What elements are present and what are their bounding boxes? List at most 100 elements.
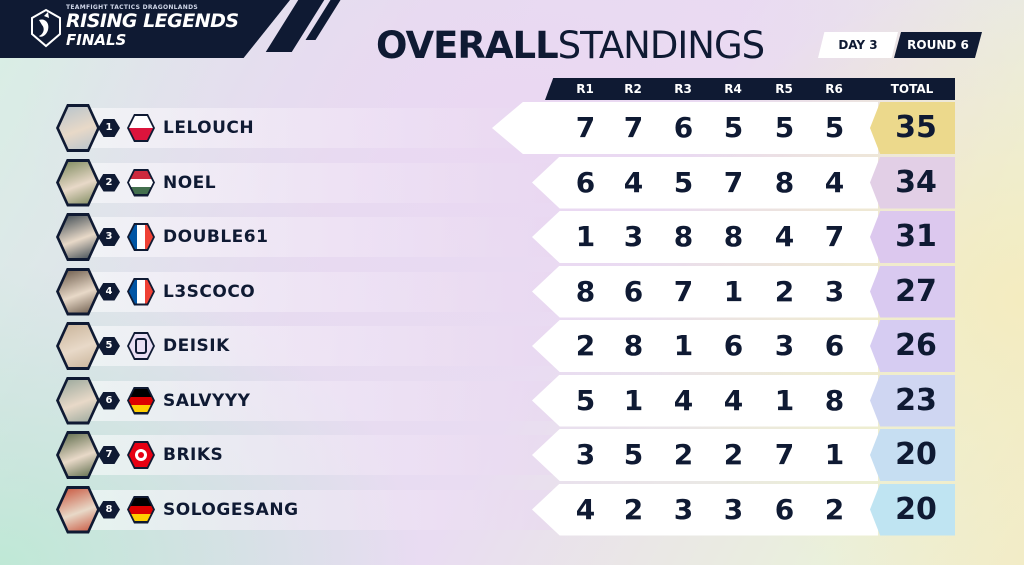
total-score: 35 [895,110,937,145]
round-score-r4: 2 [723,438,743,471]
round-score-r4: 5 [723,111,743,144]
column-header-r3: R3 [674,82,692,96]
round-score-r1: 3 [575,438,595,471]
round-score-r5: 8 [774,165,794,199]
total-cell [870,265,955,318]
hungary-flag-icon [127,168,155,197]
round-score-r4: 1 [723,274,743,308]
round-score-r4: 3 [723,492,743,526]
round-score-r2: 1 [623,383,643,417]
player-name: BRIKS [163,445,224,465]
round-score-r6: 3 [824,274,844,308]
round-score-r3: 8 [673,220,693,253]
title-bold: OVERALL [376,24,559,67]
round-score-r5: 2 [774,274,794,308]
page-title: OVERALLSTANDINGS [376,24,765,67]
total-score: 26 [895,328,937,363]
round-score-r4: 6 [723,329,743,362]
table-row: 7 BRIKS 3 5 2 2 7 1 20 [0,429,1024,481]
round-score-r6: 6 [824,329,844,362]
rank-badge: 1 [98,119,120,137]
total-cell [870,211,955,263]
total-score: 31 [895,219,937,254]
player-name: L3SCOCO [163,281,256,302]
event-stage: FINALS [66,31,127,49]
round-score-r1: 2 [575,329,595,362]
round-score-r3: 4 [673,383,693,417]
round-score-r5: 7 [774,438,794,471]
round-score-r3: 1 [673,329,693,362]
player-name: LELOUCH [163,118,255,138]
column-header-r2: R2 [624,82,642,96]
round-score-r3: 7 [673,274,693,308]
rising-legends-emblem-icon [31,8,61,48]
avatar-photo [59,270,97,313]
round-score-r5: 3 [774,329,794,362]
player-name: SALVYYY [163,390,251,411]
rank-badge: 6 [98,391,120,410]
round-score-r6: 2 [824,492,844,526]
table-row: 3 DOUBLE61 1 3 8 8 4 7 31 [0,211,1024,263]
france-flag-icon [127,223,155,251]
score-cells [532,374,878,427]
round-score-r2: 8 [623,329,643,362]
game-name: TEAMFIGHT TACTICS DRAGONLANDS [66,4,198,11]
poland-flag-icon [127,114,155,142]
column-header-r5: R5 [775,82,793,96]
round-score-r1: 1 [575,220,595,253]
round-score-r3: 5 [673,165,693,199]
round-score-r4: 7 [723,165,743,199]
total-cell [870,102,955,154]
total-cell [870,483,955,536]
round-score-r6: 1 [824,438,844,471]
round-score-r6: 4 [824,165,844,199]
table-row: 8 SOLOGESANG 4 2 3 3 6 2 20 [0,483,1024,536]
column-header-r1: R1 [576,82,594,96]
total-cell [870,429,955,481]
round-score-r5: 1 [774,383,794,417]
rank-badge: 4 [98,282,120,301]
column-header-bar [545,78,955,100]
total-score: 34 [895,164,937,200]
round-score-r4: 4 [723,383,743,417]
avatar-photo [59,216,97,258]
germany-flag-icon [127,386,155,415]
player-name: NOEL [163,172,217,193]
player-name: DEISIK [163,336,230,356]
score-cells [532,156,878,209]
round-score-r3: 6 [673,111,693,144]
germany-flag-icon [127,495,155,524]
round-badge: ROUND 6 [894,32,982,58]
table-row: 6 SALVYYY 5 1 4 4 1 8 23 [0,374,1024,427]
round-score-r1: 8 [575,274,595,308]
round-score-r3: 2 [673,438,693,471]
tunisia-flag-icon [127,441,155,469]
avatar-photo [59,107,97,149]
round-score-r6: 5 [824,111,844,144]
event-name: RISING LEGENDS [66,10,239,32]
round-score-r6: 7 [824,220,844,253]
event-logo-banner: TEAMFIGHT TACTICS DRAGONLANDS RISING LEG… [0,0,290,58]
round-score-r2: 6 [623,274,643,308]
score-cells [532,483,878,536]
round-score-r1: 7 [575,111,595,144]
player-name: SOLOGESANG [163,499,299,520]
france-flag-icon [127,277,155,306]
round-score-r5: 6 [774,492,794,526]
score-cells [532,429,878,481]
score-cells [492,102,878,154]
round-score-r1: 5 [575,383,595,417]
total-score: 20 [895,491,937,527]
round-score-r1: 4 [575,492,595,526]
avatar-photo [59,379,97,422]
round-score-r5: 5 [774,111,794,144]
round-score-r2: 3 [623,220,643,253]
avatar-photo [59,434,97,476]
player-name: DOUBLE61 [163,227,269,247]
round-score-r2: 5 [623,438,643,471]
column-header-r6: R6 [825,82,843,96]
score-cells [532,265,878,318]
score-cells [532,211,878,263]
total-cell [870,374,955,427]
total-score: 23 [895,382,937,418]
